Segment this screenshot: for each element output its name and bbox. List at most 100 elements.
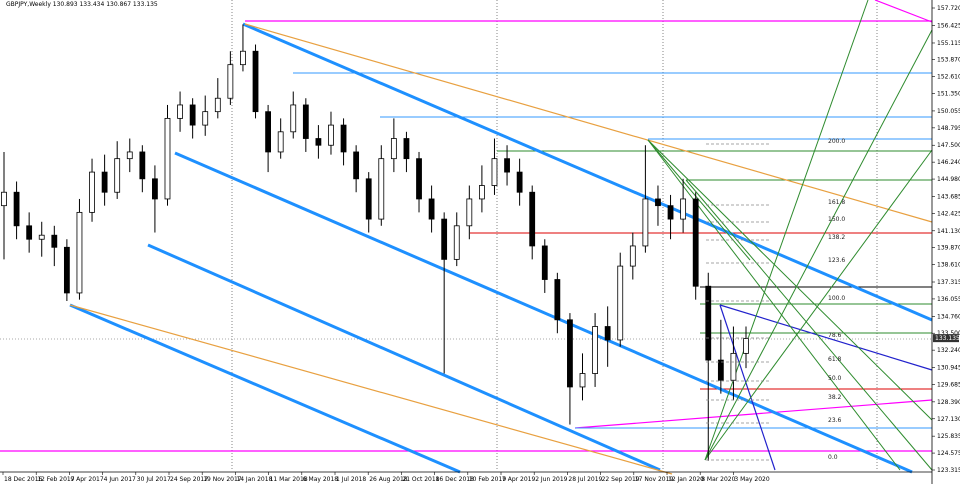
candle-body: [26, 225, 33, 240]
y-tick-label: 129.685: [937, 381, 960, 388]
fib-label: 161.8: [828, 199, 845, 206]
candle-body: [604, 326, 611, 341]
x-tick-label: 11 Mar 2018: [270, 476, 308, 483]
fib-label: 78.6: [828, 332, 842, 339]
candle-body: [139, 151, 146, 180]
candles: [1, 24, 749, 461]
y-tick-label: 146.240: [937, 159, 960, 166]
x-tick-label: 14 Jan 2018: [236, 476, 272, 483]
y-tick-label: 157.720: [937, 5, 960, 12]
x-tick-label: 7 Apr 2019: [502, 476, 535, 483]
y-tick-label: 128.390: [937, 399, 960, 406]
y-tick-label: 136.055: [937, 296, 960, 303]
candle-body: [328, 124, 334, 146]
x-tick-label: 24 Sep 2017: [170, 476, 208, 483]
candle-body: [567, 319, 573, 388]
fib-label: 61.8: [828, 356, 842, 363]
y-tick-label: 125.835: [937, 433, 960, 440]
fib-label: 200.0: [828, 138, 845, 145]
trend-line: [719, 304, 776, 471]
candle-body: [692, 198, 699, 287]
channel-line: [147, 243, 661, 472]
fib-label: 138.2: [828, 234, 845, 241]
candle-body: [240, 50, 246, 66]
candle-body: [227, 64, 234, 99]
x-tick-label: 4 Jun 2017: [104, 476, 136, 483]
fib-label: 150.0: [828, 216, 845, 223]
candle-body: [51, 234, 58, 248]
candle-body: [403, 138, 410, 160]
y-tick-label: 153.870: [937, 57, 960, 64]
y-tick-label: 156.425: [937, 22, 960, 29]
candle-body: [302, 104, 309, 139]
y-tick-label: 134.760: [937, 313, 960, 320]
candle-body: [1, 191, 7, 207]
y-tick-label: 124.575: [937, 450, 960, 457]
fib-label: 23.6: [828, 417, 842, 424]
y-tick-label: 127.130: [937, 416, 960, 423]
candle-body: [579, 373, 586, 388]
candle-body: [617, 265, 624, 341]
candle-body: [189, 104, 196, 126]
candle-body: [655, 198, 661, 207]
candle-body: [516, 171, 523, 193]
candle-body: [38, 234, 45, 240]
channel-line: [69, 303, 461, 474]
candle-body: [164, 117, 171, 200]
y-tick-label: 133.500: [937, 330, 960, 337]
x-tick-label: 21 Oct 2018: [402, 476, 439, 483]
drawings: [0, 0, 933, 475]
candle-body: [252, 50, 259, 113]
fib-label: 50.0: [828, 375, 842, 382]
price-label: 133.135: [935, 335, 960, 342]
y-tick-label: 132.240: [937, 347, 960, 354]
fan-line: [704, 149, 933, 461]
candle-body: [177, 104, 183, 119]
price-box: [933, 334, 959, 343]
fan-line: [647, 139, 933, 421]
candle-body: [667, 205, 674, 220]
x-tick-label: 12 Feb 2017: [37, 476, 75, 483]
candle-body: [152, 178, 158, 200]
candle-body: [126, 151, 133, 160]
x-tick-label: 30 Jul 2017: [137, 476, 171, 483]
x-tick-label: 2 Jun 2019: [535, 476, 567, 483]
x-tick-label: 17 Nov 2019: [635, 476, 674, 483]
channel-line: [174, 151, 913, 474]
candle-body: [114, 158, 121, 193]
x-tick-label: 19 Nov 2017: [203, 476, 242, 483]
candle-body: [315, 138, 322, 146]
trend-line: [719, 304, 933, 371]
y-tick-label: 155.115: [937, 40, 960, 47]
channel-line: [242, 22, 933, 322]
candle-body: [76, 211, 83, 294]
fan-line: [647, 139, 901, 471]
candle-body: [101, 171, 108, 193]
y-tick-label: 150.055: [937, 108, 960, 115]
candle-body: [290, 104, 297, 133]
x-tick-label: 6 May 2018: [303, 476, 338, 483]
fib-label: 38.2: [828, 394, 842, 401]
x-tick-label: 18 Dec 2016: [4, 476, 43, 483]
fan-line: [704, 29, 933, 461]
y-tick-label: 130.945: [937, 365, 960, 372]
x-tick-label: 8 Mar 2020: [701, 476, 735, 483]
candle-body: [390, 138, 397, 160]
candle-body: [265, 111, 272, 153]
candle-body: [89, 171, 95, 213]
y-tick-label: 152.610: [937, 74, 960, 81]
candle-body: [529, 191, 536, 247]
y-tick-label: 143.685: [937, 193, 960, 200]
candle-body: [416, 158, 422, 200]
candle-body: [491, 158, 498, 186]
candle-body: [428, 198, 435, 220]
x-tick-label: 22 Sep 2019: [602, 476, 640, 483]
candle-body: [743, 338, 749, 354]
candle-body: [629, 245, 636, 267]
y-tick-label: 144.980: [937, 176, 960, 183]
candle-body: [63, 246, 70, 294]
candle-body: [478, 185, 485, 200]
candle-body: [353, 151, 360, 180]
y-tick-label: 137.315: [937, 279, 960, 286]
